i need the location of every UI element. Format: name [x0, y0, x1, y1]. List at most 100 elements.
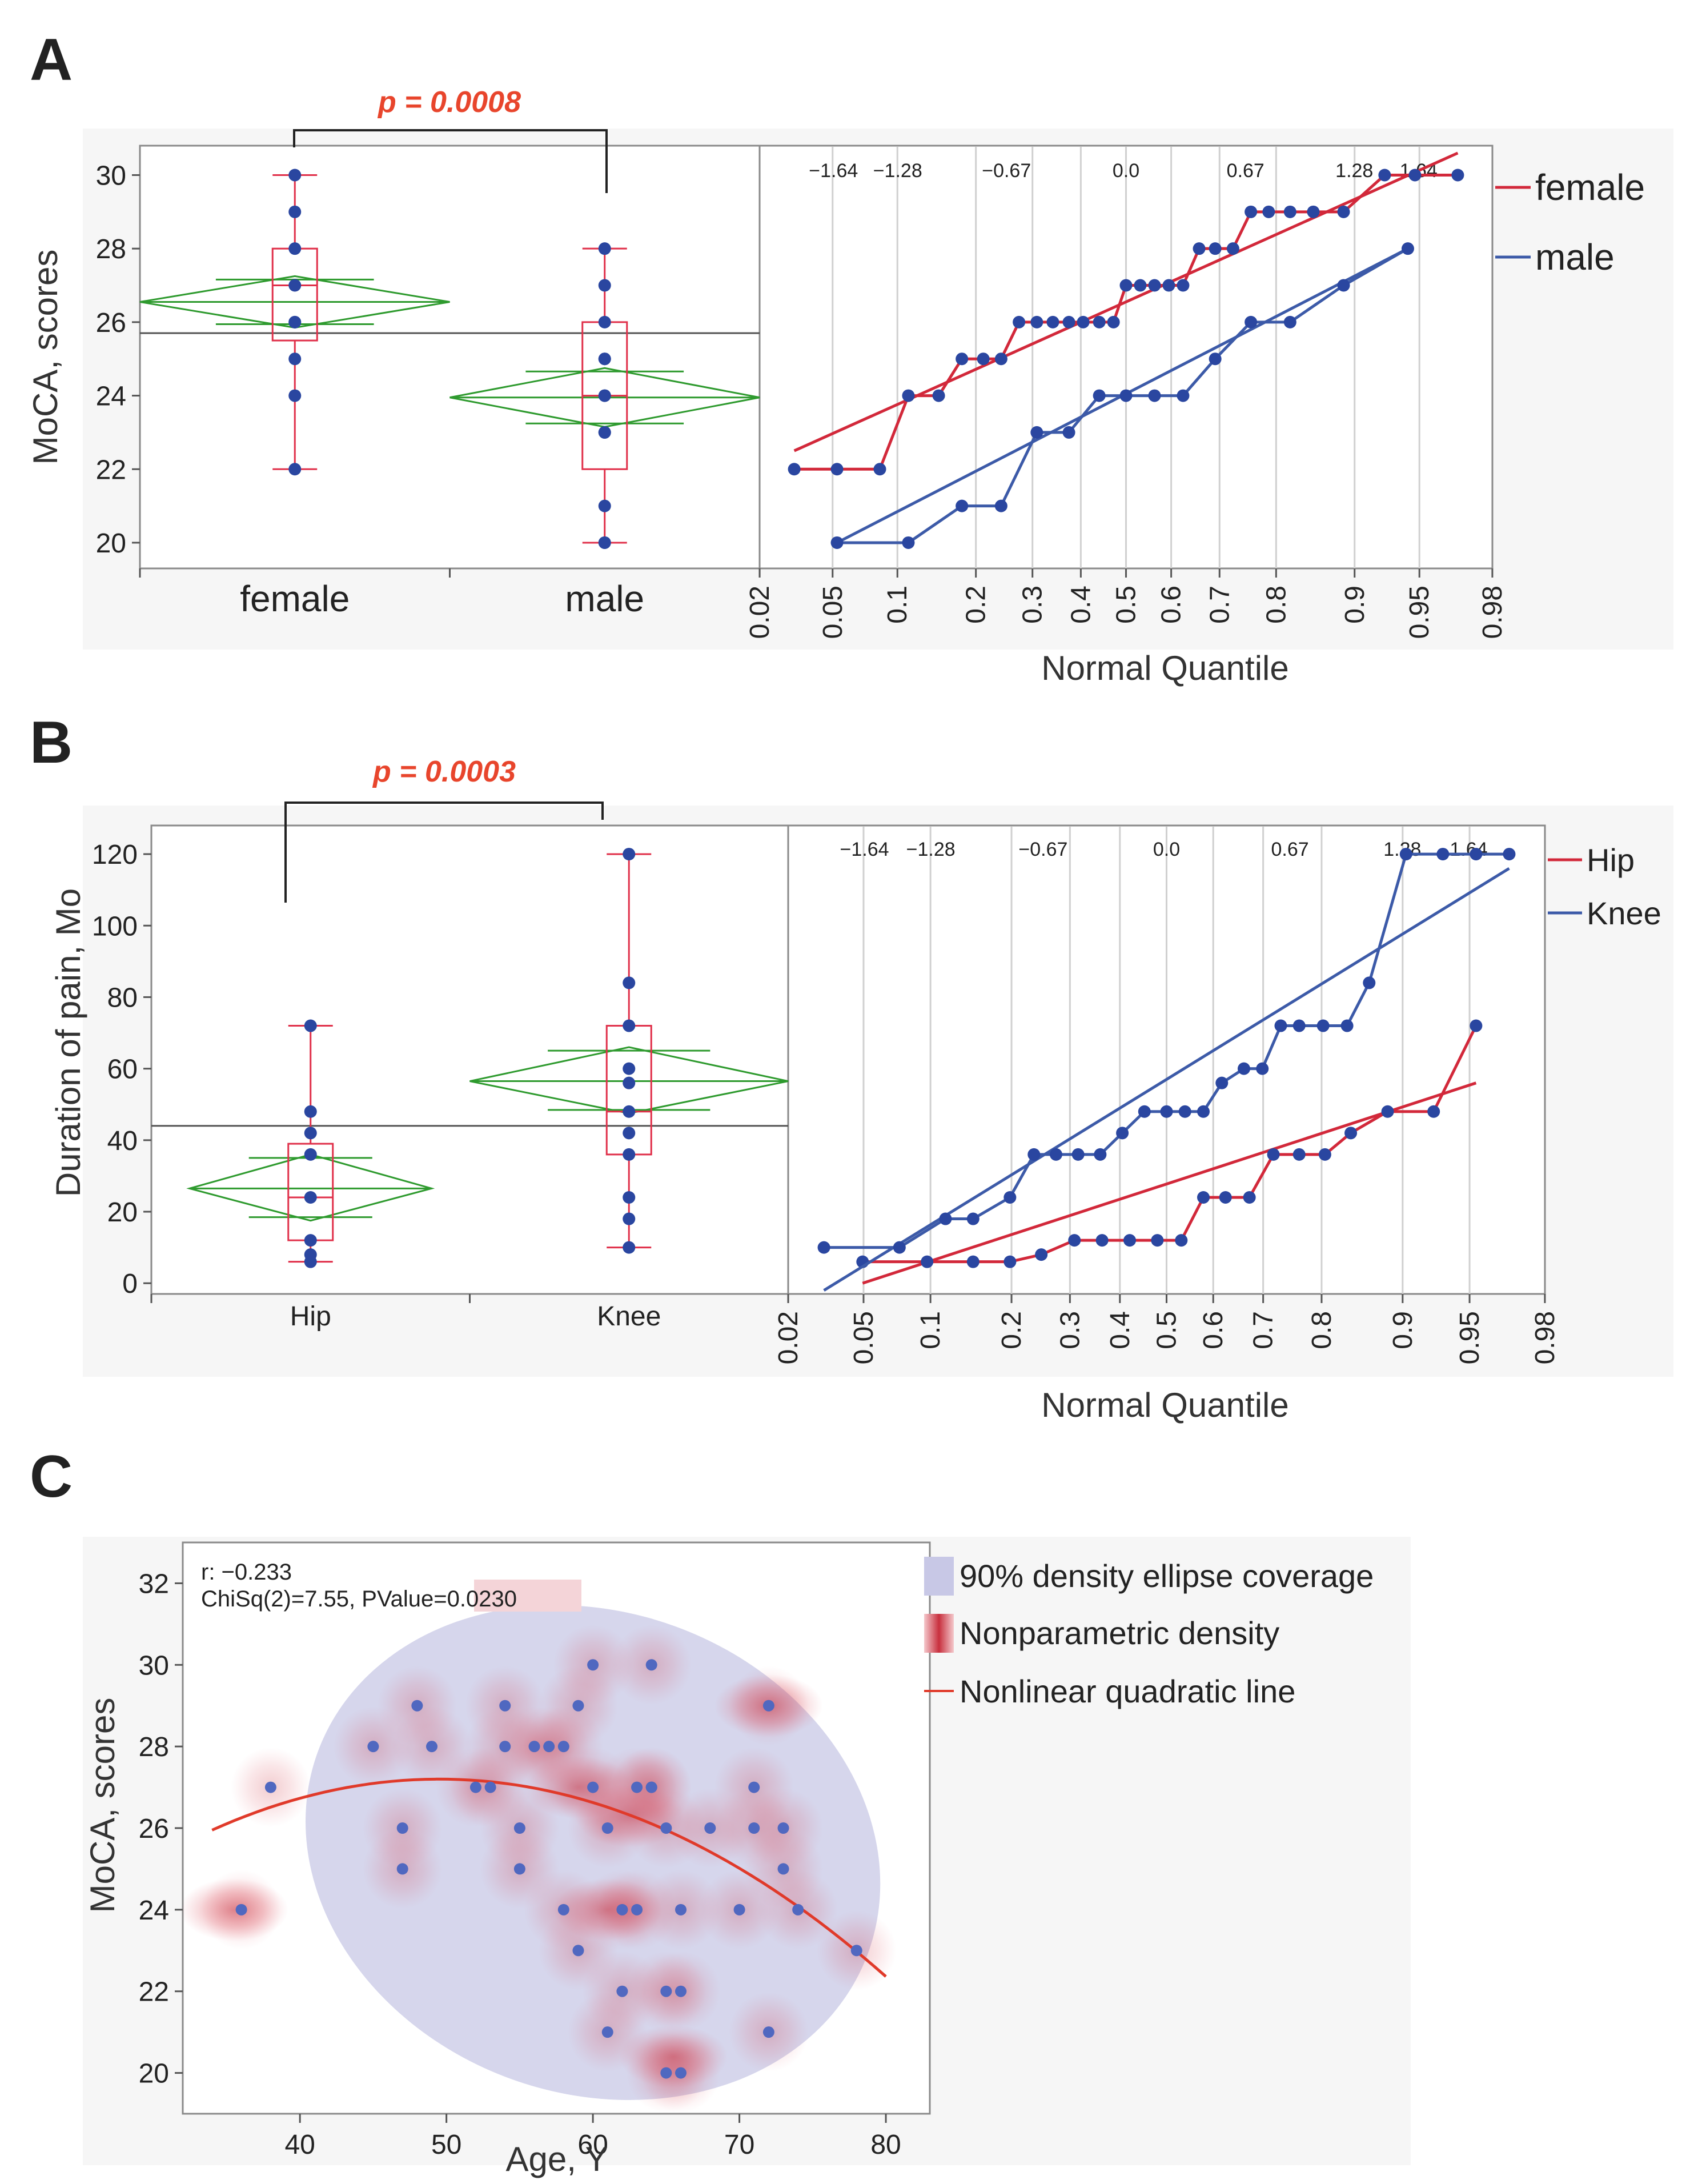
a-female-point	[288, 205, 302, 218]
b-knee-quantile-point	[1340, 1019, 1354, 1032]
b-normal-z-label: −1.64	[840, 839, 889, 860]
a-female-quantile-point	[1337, 205, 1350, 218]
b-hip-quantile-point	[1243, 1191, 1256, 1204]
c-x-tick-label: 50	[431, 2130, 461, 2160]
b-knee-quantile-point	[1274, 1019, 1287, 1032]
b-quantile-tick-label: 0.2	[997, 1311, 1027, 1349]
a-female-quantile-point	[1162, 279, 1175, 292]
a-quantile-tick-label: 0.4	[1066, 586, 1096, 624]
a-female-point	[288, 463, 302, 476]
b-knee-point	[623, 1062, 636, 1075]
scatter-point	[631, 1781, 643, 1793]
b-knee-quantile-point	[939, 1212, 952, 1225]
c-x-tick-label: 40	[284, 2130, 315, 2160]
a-female-quantile-point	[977, 352, 990, 366]
scatter-point	[631, 1904, 643, 1915]
scatter-point	[645, 1781, 657, 1793]
a-quantile-tick-label: 0.6	[1157, 586, 1187, 624]
panel-c: C 40 50 60 70 80 20 22 24 26 28 30 32 r: −0.233 Chi…	[30, 1444, 1411, 2178]
a-female-quantile-point	[1177, 279, 1190, 292]
scatter-point	[587, 1659, 599, 1671]
scatter-point	[528, 1741, 540, 1753]
legend-male-label: male	[1535, 237, 1615, 278]
a-quantile-tick-label: 0.98	[1478, 586, 1508, 639]
scatter-point	[660, 1822, 672, 1834]
b-knee-quantile-point	[1470, 848, 1483, 861]
scatter-point	[601, 2026, 613, 2038]
b-hip-point	[304, 1248, 317, 1261]
b-quantile-tick-label: 0.02	[773, 1311, 804, 1364]
b-quantile-tick-label: 0.6	[1198, 1311, 1229, 1349]
panel-c-y-axis-title: MoCA, scores	[83, 1698, 122, 1913]
panel-a-quantile-layer: 0.02 0.05 0.1 0.2 0.3 0.4 0.5 0.6 0.7 0.8 0.9 0.95 0…	[745, 147, 1508, 639]
a-quantile-tick-label: 0.5	[1111, 586, 1142, 624]
a-category-label-male: male	[565, 578, 644, 619]
a-male-point	[598, 389, 611, 402]
a-female-quantile-point	[1245, 205, 1258, 218]
a-male-quantile-point	[1401, 242, 1414, 255]
scatter-point	[557, 1741, 569, 1753]
c-y-tick-label: 28	[139, 1732, 169, 1762]
a-quantile-tick-label: 0.8	[1261, 586, 1291, 624]
b-hip-quantile-point	[921, 1255, 934, 1268]
quadratic-fit-line	[211, 1777, 887, 1978]
scatter-point	[367, 1741, 379, 1753]
legend-quadratic-label: Nonlinear quadratic line	[960, 1673, 1295, 1709]
a-quantile-tick-label: 0.3	[1018, 586, 1048, 624]
panel-b-y-axis-title: Duration of pain, Mo	[49, 888, 87, 1197]
b-knee-quantile-point	[1178, 1105, 1191, 1118]
panel-a-pvalue: p = 0.0008	[377, 86, 521, 119]
a-male-quantile-point	[902, 536, 915, 549]
scatter-point	[777, 1822, 789, 1834]
b-knee-quantile-point	[1237, 1062, 1250, 1075]
b-quantile-tick-label: 0.98	[1530, 1311, 1560, 1364]
a-female-quantile-point	[1077, 315, 1090, 328]
b-hip-quantile-point	[1318, 1148, 1331, 1161]
a-quantile-tick-label: 0.95	[1404, 586, 1435, 639]
b-knee-quantile-point	[1116, 1127, 1129, 1140]
scatter-point	[411, 1700, 423, 1712]
scatter-point	[264, 1781, 276, 1793]
scatter-point	[572, 1945, 584, 1957]
panel-c-axes-layer: 40 50 60 70 80 20 22 24 26 28 30 32	[139, 1569, 901, 2160]
a-male-quantile-point	[956, 499, 969, 512]
a-male-point	[598, 315, 611, 328]
a-male-point	[598, 536, 611, 549]
b-quantile-tick-label: 0.9	[1388, 1311, 1418, 1349]
a-quantile-tick-label: 0.1	[882, 586, 913, 624]
b-hip-quantile-point	[1470, 1019, 1483, 1032]
legend-density-swatch	[924, 1614, 954, 1653]
scatter-point	[513, 1863, 525, 1875]
b-hip-point	[304, 1234, 317, 1247]
a-female-quantile-point	[1283, 205, 1296, 218]
b-quantile-tick-label: 0.3	[1055, 1311, 1085, 1349]
a-female-quantile-point	[1408, 169, 1422, 182]
scatter-point	[777, 1863, 789, 1875]
scatter-point	[762, 2026, 774, 2038]
c-y-tick-label: 20	[139, 2059, 169, 2089]
c-y-tick-label: 30	[139, 1650, 169, 1681]
scatter-point	[557, 1904, 569, 1915]
a-quantile-tick-label: 0.05	[818, 586, 848, 639]
a-y-tick-label: 22	[96, 455, 126, 485]
a-female-point	[288, 242, 302, 255]
b-knee-point	[623, 1212, 636, 1225]
b-hip-quantile-point	[1035, 1248, 1048, 1261]
panel-c-plot-layer	[183, 1605, 897, 2113]
b-knee-quantile-point	[1503, 848, 1516, 861]
a-female-quantile-point	[873, 463, 886, 476]
a-male-point	[598, 499, 611, 512]
b-hip-point	[304, 1148, 317, 1161]
legend-density-label: Nonparametric density	[960, 1615, 1279, 1651]
b-hip-quantile-point	[1267, 1148, 1280, 1161]
c-x-tick-label: 60	[577, 2130, 608, 2160]
b-knee-point	[623, 1191, 636, 1204]
a-female-quantile-point	[1046, 315, 1059, 328]
scatter-point	[499, 1741, 511, 1753]
legend-knee-label: Knee	[1587, 895, 1661, 931]
scatter-point	[733, 1904, 745, 1915]
b-knee-quantile-point	[1256, 1062, 1269, 1075]
b-y-tick-label: 120	[92, 840, 138, 870]
panel-c-x-axis-title: Age, Y	[505, 2140, 608, 2178]
